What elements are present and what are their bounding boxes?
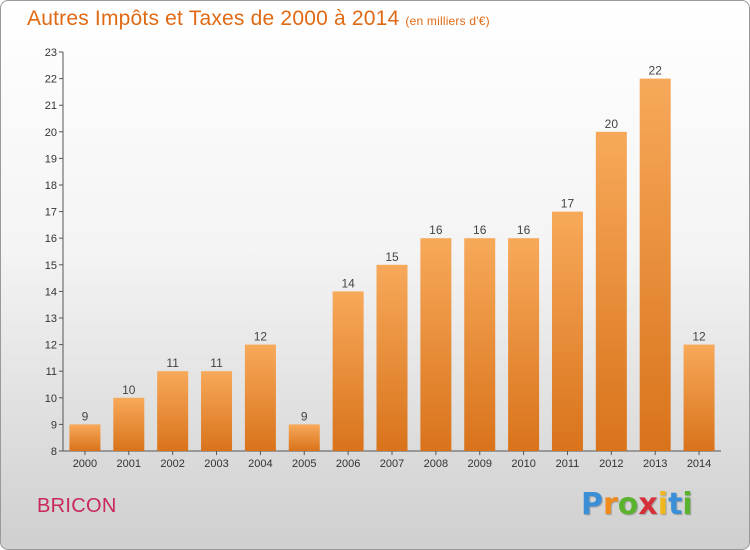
y-tick-label: 11: [46, 366, 57, 378]
value-label-2008: 16: [429, 223, 443, 237]
x-tick-label: 2010: [511, 458, 535, 470]
chart-subtitle: (en milliers d'€): [405, 14, 490, 28]
logo-letter: r: [603, 487, 618, 522]
y-tick-label: 9: [51, 419, 57, 431]
logo-letter: x: [638, 487, 658, 522]
y-tick-label: 15: [45, 260, 57, 272]
value-label-2010: 16: [517, 223, 531, 237]
bar-2002: [157, 371, 189, 451]
bar-2005: [288, 424, 320, 451]
x-tick-label: 2012: [599, 458, 623, 470]
chart-bars: [69, 78, 715, 452]
x-tick-label: 2011: [556, 458, 580, 470]
proxiti-logo: Proxiti: [581, 487, 693, 522]
value-label-2000: 9: [82, 409, 89, 423]
logo-letter: i: [657, 487, 669, 522]
chart-labels: 9 10 11 11 12 9 14 15 16 16 16 17 20 22 12: [82, 64, 706, 424]
bar-2011: [551, 211, 583, 451]
x-tick-label: 2013: [643, 458, 667, 470]
x-tick-label: 2000: [73, 458, 97, 470]
value-label-2001: 10: [122, 383, 136, 397]
x-tick-label: 2001: [117, 458, 141, 470]
y-tick-label: 12: [45, 340, 57, 352]
bar-2008: [420, 238, 452, 451]
y-tick-label: 10: [45, 393, 57, 405]
x-tick-label: 2007: [380, 458, 404, 470]
y-tick-label: 8: [51, 446, 57, 458]
bar-2013: [639, 78, 671, 451]
bar-2012: [595, 131, 627, 452]
bar-2010: [508, 238, 540, 451]
y-tick-label: 14: [45, 286, 57, 298]
logo-letter: o: [617, 487, 639, 522]
value-label-2003: 11: [210, 356, 223, 370]
x-tick-label: 2006: [336, 458, 360, 470]
chart-title-text: Autres Impôts et Taxes de 2000 à 2014: [27, 7, 400, 30]
value-label-2004: 12: [254, 330, 268, 344]
commune-name: BRICON: [37, 495, 117, 517]
chart-title: Autres Impôts et Taxes de 2000 à 2014 (en…: [27, 7, 490, 31]
value-label-2013: 22: [649, 64, 663, 78]
value-label-2009: 16: [473, 223, 487, 237]
y-tick-label: 19: [45, 153, 57, 165]
x-tick-label: 2009: [467, 458, 491, 470]
value-label-2005: 9: [301, 409, 308, 423]
x-tick-label: 2008: [424, 458, 448, 470]
y-tick-label: 17: [45, 207, 57, 219]
y-tick-label: 18: [45, 180, 57, 192]
bar-2004: [244, 344, 276, 451]
y-tick-label: 20: [45, 127, 57, 139]
bar-2014: [683, 344, 715, 451]
x-tick-label: 2003: [204, 458, 228, 470]
logo-letter: i: [682, 487, 693, 522]
y-tick-label: 13: [45, 313, 57, 325]
bar-2009: [464, 238, 496, 451]
bar-2000: [69, 424, 101, 451]
value-label-2007: 15: [385, 250, 399, 264]
bar-2007: [376, 264, 408, 451]
x-tick-label: 2004: [248, 458, 272, 470]
y-tick-label: 22: [45, 74, 57, 86]
x-tick-label: 2002: [160, 458, 184, 470]
y-tick-label: 16: [45, 233, 57, 245]
bar-2001: [113, 397, 145, 451]
value-label-2006: 14: [341, 276, 355, 290]
bar-2003: [201, 371, 233, 451]
value-label-2012: 20: [605, 117, 619, 131]
value-label-2002: 11: [166, 356, 179, 370]
x-tick-label: 2005: [292, 458, 316, 470]
y-tick-label: 21: [45, 100, 57, 112]
value-label-2014: 12: [692, 330, 706, 344]
y-tick-label: 23: [45, 47, 57, 59]
logo-letter: P: [581, 487, 603, 522]
bar-2006: [332, 291, 364, 451]
value-label-2011: 17: [561, 197, 575, 211]
x-tick-label: 2014: [687, 458, 711, 470]
logo-letter: t: [668, 487, 683, 522]
